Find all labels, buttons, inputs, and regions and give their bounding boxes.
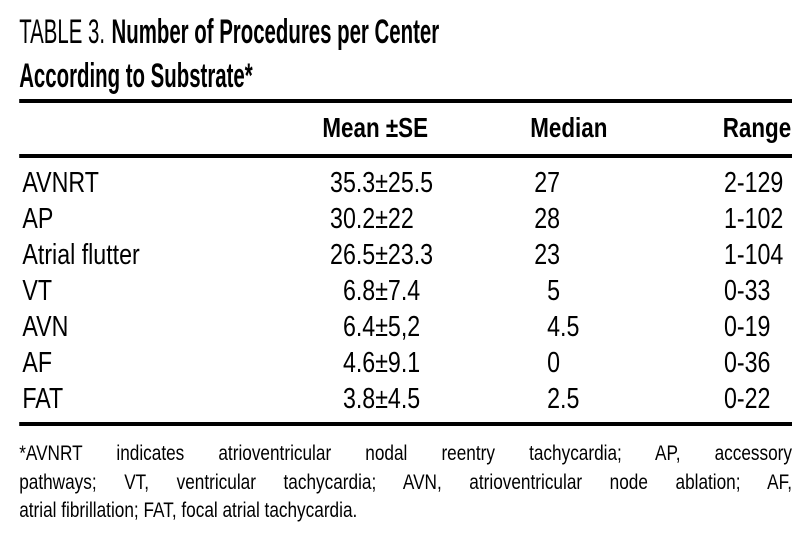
mean-se-value: 35.3 ±25.5 xyxy=(215,165,535,201)
table-row: AF 4.6 ±9.1 0 0-36 xyxy=(0,345,799,381)
mean-se-value: 6.4 ±5,2 xyxy=(215,309,535,345)
footnote-line: atrial fibrillation; FAT, focal atrial t… xyxy=(19,498,358,522)
range-value: 1-102 xyxy=(724,203,784,235)
mean-se-value: 3.8 ±4.5 xyxy=(215,381,535,417)
footnote-line: pathways; VT, ventricular tachycardia; A… xyxy=(19,469,792,494)
mean-value: 26.5 xyxy=(330,239,376,271)
column-header-mean-se: Mean ±SE xyxy=(322,112,429,143)
table-header-row: Mean ±SE Median Range xyxy=(0,108,799,148)
table-row: VT 6.8 ±7.4 5 0-33 xyxy=(0,273,799,309)
median-integer: 0 xyxy=(547,347,560,379)
mean-value: 6.8 xyxy=(342,275,376,307)
row-label: AVN xyxy=(22,311,69,343)
median-integer: 5 xyxy=(547,275,560,307)
table-row: AVN 6.4 ±5,2 4.5 0-19 xyxy=(0,309,799,345)
median-value: 4.5 xyxy=(400,309,720,345)
row-label: VT xyxy=(22,275,53,307)
table-body: AVNRT 35.3 ±25.5 27 2-129 AP 30.2 ±22 28 1… xyxy=(0,165,799,417)
table-row: AP 30.2 ±22 28 1-102 xyxy=(0,201,799,237)
table-row: AVNRT 35.3 ±25.5 27 2-129 xyxy=(0,165,799,201)
row-label: FAT xyxy=(22,383,64,415)
median-value: 27 xyxy=(400,165,720,201)
se-value: ±23.3 xyxy=(375,239,434,271)
range-value: 0-19 xyxy=(724,311,771,343)
row-label: Atrial flutter xyxy=(22,239,140,271)
top-rule xyxy=(19,99,792,103)
median-fraction xyxy=(560,165,720,201)
title-text: Number of Procedures per Center xyxy=(111,13,440,51)
se-value: ±4.5 xyxy=(375,383,421,415)
median-fraction xyxy=(560,237,720,273)
mean-value: 35.3 xyxy=(330,167,376,199)
table-row: FAT 3.8 ±4.5 2.5 0-22 xyxy=(0,381,799,417)
median-integer: 2 xyxy=(547,383,560,415)
se-value: ±22 xyxy=(375,203,414,235)
median-integer: 23 xyxy=(534,239,560,271)
se-value: ±5,2 xyxy=(375,311,421,343)
median-fraction xyxy=(560,201,720,237)
median-value: 5 xyxy=(400,273,720,309)
title-line-1: TABLE 3. Number of Procedures per Center xyxy=(19,10,439,54)
mean-se-value: 6.8 ±7.4 xyxy=(215,273,535,309)
median-fraction: .5 xyxy=(560,311,580,343)
table-title: TABLE 3. Number of Procedures per Center … xyxy=(19,10,579,98)
footnote-line: *AVNRT indicates atrioventricular nodal … xyxy=(19,441,792,465)
range-value: 0-33 xyxy=(724,275,771,307)
table-row: Atrial flutter 26.5 ±23.3 23 1-104 xyxy=(0,237,799,273)
mean-se-value: 26.5 ±23.3 xyxy=(215,237,535,273)
median-value: 28 xyxy=(400,201,720,237)
mean-value: 3.8 xyxy=(342,383,376,415)
row-label: AP xyxy=(22,203,54,235)
footnote: *AVNRT indicates atrioventricular nodal … xyxy=(19,439,792,525)
median-value: 2.5 xyxy=(400,381,720,417)
mean-value: 4.6 xyxy=(342,347,376,379)
mean-value: 30.2 xyxy=(330,203,376,235)
median-fraction: .5 xyxy=(560,383,580,415)
bottom-rule xyxy=(19,422,792,426)
column-header-range: Range xyxy=(722,112,792,143)
se-value: ±9.1 xyxy=(375,347,421,379)
header-rule xyxy=(19,154,792,158)
mean-value: 6.4 xyxy=(342,311,376,343)
se-value: ±7.4 xyxy=(375,275,421,307)
range-value: 2-129 xyxy=(724,167,784,199)
column-header-median: Median xyxy=(530,112,608,143)
range-value: 1-104 xyxy=(724,239,784,271)
median-integer: 28 xyxy=(534,203,560,235)
median-integer: 27 xyxy=(534,167,560,199)
table-number-label: TABLE 3. xyxy=(19,13,106,51)
range-value: 0-36 xyxy=(724,347,771,379)
se-value: ±25.5 xyxy=(375,167,434,199)
range-value: 0-22 xyxy=(724,383,771,415)
median-value: 23 xyxy=(400,237,720,273)
median-fraction xyxy=(560,345,720,381)
mean-se-value: 4.6 ±9.1 xyxy=(215,345,535,381)
mean-se-value: 30.2 ±22 xyxy=(215,201,535,237)
title-line-2: According to Substrate* xyxy=(19,57,253,95)
median-fraction xyxy=(560,273,720,309)
row-label: AF xyxy=(22,347,53,379)
median-value: 0 xyxy=(400,345,720,381)
row-label: AVNRT xyxy=(22,167,99,199)
median-integer: 4 xyxy=(547,311,560,343)
